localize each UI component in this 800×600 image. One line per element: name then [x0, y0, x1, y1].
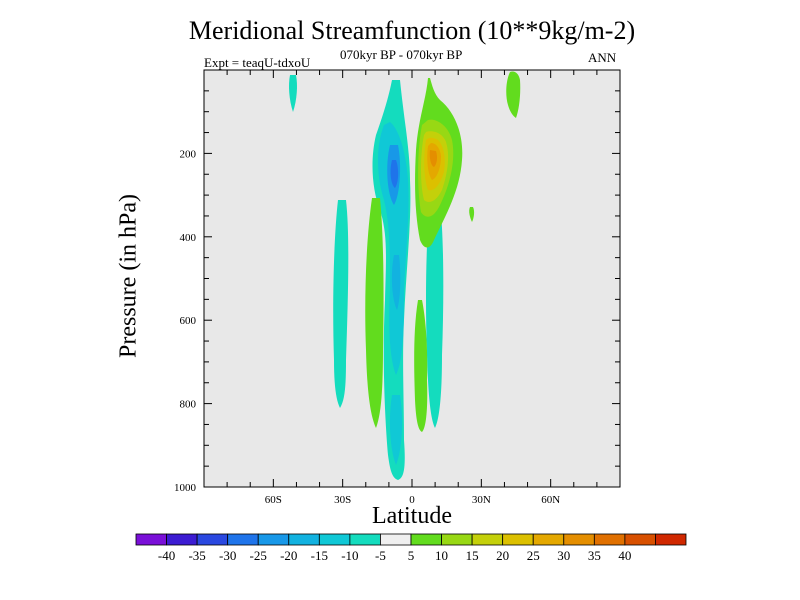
colorbar-label: 25 [527, 548, 540, 563]
colorbar-label: 40 [618, 548, 631, 563]
colorbar-label: 30 [557, 548, 570, 563]
colorbar-label: 15 [466, 548, 479, 563]
colorbar-label: -25 [250, 548, 267, 563]
y-tick-label: 600 [180, 315, 197, 327]
plot-background [204, 70, 620, 487]
y-tick-label: 1000 [174, 482, 197, 494]
y-tick-label: 200 [180, 148, 197, 160]
x-tick-label: 0 [409, 494, 415, 506]
colorbar-swatch [441, 533, 473, 546]
colorbar-swatch [288, 533, 320, 546]
colorbar-swatch [196, 533, 229, 546]
colorbar-label: -5 [375, 548, 386, 563]
negative-band-south [333, 200, 349, 408]
axes: 200 400 600 800 1000 60S 30S 0 30N 60N [174, 70, 620, 506]
colorbar-swatch [471, 533, 504, 546]
x-tick-label: 30S [334, 494, 351, 506]
colorbar-swatch [349, 533, 381, 546]
colorbar-label: 5 [408, 548, 415, 563]
colorbar-swatch [227, 533, 259, 546]
colorbar-label: 10 [435, 548, 448, 563]
positive-cell-30 [429, 150, 438, 167]
negative-core-lower [389, 395, 403, 465]
colorbar-label: -20 [280, 548, 297, 563]
colorbar-label: -35 [188, 548, 205, 563]
colorbar-swatch [655, 533, 687, 546]
negative-patch-60s [289, 75, 297, 112]
y-tick-label: 400 [180, 232, 197, 244]
colorbar-label: -10 [341, 548, 358, 563]
contour-fields [289, 71, 521, 480]
colorbar-label: 20 [496, 548, 509, 563]
negative-band-north [426, 200, 444, 428]
negative-core-peak [390, 160, 399, 188]
positive-band-south [365, 198, 384, 428]
colorbar-swatch [563, 533, 595, 546]
colorbar-swatch [410, 533, 442, 546]
season-label: ANN [588, 50, 617, 65]
colorbar-swatch [380, 533, 412, 546]
y-tick-label: 800 [180, 399, 197, 411]
x-axis-label: Latitude [372, 503, 452, 529]
positive-patch-26n [469, 207, 475, 222]
negative-core-mid [391, 255, 401, 310]
colorbar-swatch [624, 533, 656, 546]
colorbar-label: -40 [158, 548, 175, 563]
colorbar-swatch [166, 533, 198, 546]
positive-band-north [414, 300, 428, 432]
colorbar-swatch [532, 533, 565, 546]
colorbar-swatch [593, 533, 626, 546]
x-tick-label: 60N [541, 494, 560, 506]
x-tick-label: 60S [265, 494, 282, 506]
colorbar-swatch [257, 533, 290, 546]
colorbar-label: -30 [219, 548, 236, 563]
x-tick-label: 30N [472, 494, 491, 506]
negative-core-outer [378, 122, 409, 375]
colorbar-swatch [318, 533, 351, 546]
colorbar-label: 35 [588, 548, 601, 563]
colorbar-swatch [502, 533, 534, 546]
chart-title: Meridional Streamfunction (10**9kg/m-2) [188, 16, 636, 45]
positive-patch-north [506, 71, 521, 118]
colorbar-swatch [135, 533, 167, 546]
colorbar-label: -15 [311, 548, 328, 563]
time-range-label: 070kyr BP - 070kyr BP [340, 47, 463, 62]
experiment-label: Expt = teaqU-tdxoU [204, 55, 311, 70]
colorbar: -40 -35 -30 -25 -20 -15 -10 -5 5 10 15 20 25 30 35 40 [135, 533, 687, 563]
